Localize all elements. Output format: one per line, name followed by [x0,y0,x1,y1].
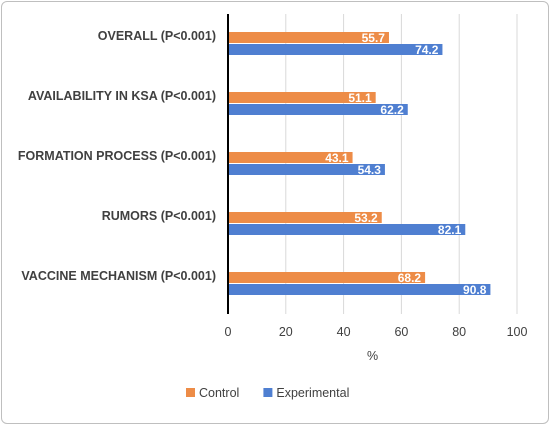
category-label-4: VACCINE MECHANISM (P<0.001) [21,269,216,283]
bar-control-2 [228,152,353,163]
data-label-experimental-0: 74.2 [415,43,439,57]
legend-swatch-control [186,388,195,397]
bar-experimental-3 [228,224,466,235]
data-label-experimental-2: 54.3 [358,163,382,177]
bar-experimental-1 [228,104,408,115]
data-label-experimental-3: 82.1 [438,223,462,237]
x-tick-0: 0 [225,325,232,339]
data-label-control-0: 55.7 [362,31,386,45]
category-label-0: OVERALL (P<0.001) [98,29,216,43]
category-labels: OVERALL (P<0.001) AVAILABILITY IN KSA (P<… [18,29,216,283]
x-tick-labels: 0 20 40 60 80 100 [225,325,528,339]
x-tick-60: 60 [394,325,408,339]
data-label-experimental-4: 90.8 [463,283,487,297]
legend-swatch-experimental [263,388,273,397]
category-label-3: RUMORS (P<0.001) [102,209,216,223]
bar-experimental-0 [228,44,443,55]
data-label-control-3: 53.2 [354,211,378,225]
bars [228,32,491,295]
x-tick-100: 100 [507,325,528,339]
bar-control-3 [228,212,382,223]
bar-experimental-4 [228,284,491,295]
gridlines [285,14,518,314]
legend-label-control: Control [199,386,239,400]
bar-experimental-2 [228,164,385,175]
legend: Control Experimental [186,386,349,400]
bar-control-4 [228,272,426,283]
legend-label-experimental: Experimental [276,386,349,400]
bar-control-1 [228,92,376,103]
bar-control-0 [228,32,389,43]
category-label-1: AVAILABILITY IN KSA (P<0.001) [28,89,216,103]
data-label-control-4: 68.2 [398,271,422,285]
x-axis-title: % [367,349,378,363]
data-label-control-2: 43.1 [325,151,349,165]
category-label-2: FORMATION PROCESS (P<0.001) [18,149,216,163]
x-tick-20: 20 [279,325,293,339]
x-tick-80: 80 [452,325,466,339]
data-label-experimental-1: 62.2 [380,103,404,117]
x-tick-40: 40 [337,325,351,339]
data-labels: 55.7 74.2 51.1 62.2 43.1 54.3 53.2 82.1 68.2 90.8 [325,31,487,297]
data-label-control-1: 51.1 [348,91,372,105]
